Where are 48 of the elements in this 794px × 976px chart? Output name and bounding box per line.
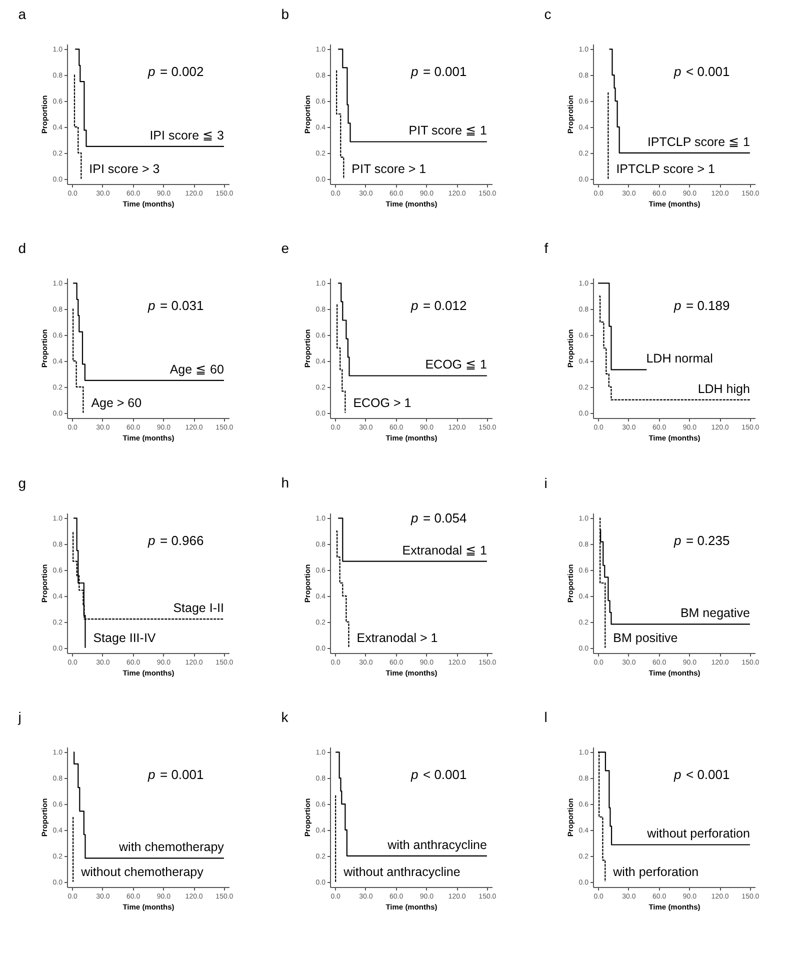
series-label: LDH high bbox=[698, 382, 750, 396]
annotation: p < 0.001 bbox=[673, 64, 730, 79]
series-label: IPTCLP score > 1 bbox=[616, 162, 716, 176]
series-label: IPI score > 3 bbox=[89, 162, 160, 176]
series-label: IPTCLP score ≦ 1 bbox=[647, 134, 750, 149]
series-label: Stage I-II bbox=[173, 601, 224, 616]
series-label: with chemotherapy bbox=[118, 840, 225, 854]
chart-title: l bbox=[544, 709, 548, 725]
annotation: p = 0.235 bbox=[673, 533, 730, 548]
series-label: Extranodal > 1 bbox=[356, 631, 438, 645]
chart-title: b bbox=[281, 6, 290, 22]
series-label: Age > 60 bbox=[91, 396, 142, 410]
series-label: Age ≦ 60 bbox=[170, 362, 224, 376]
series-label: Stage III-IV bbox=[93, 631, 156, 645]
chart-title: k bbox=[281, 709, 290, 725]
chart-title: e bbox=[281, 240, 290, 256]
series-label: ECOG ≦ 1 bbox=[425, 358, 487, 372]
series-label: LDH normal bbox=[646, 352, 713, 366]
series-label: BM negative bbox=[680, 606, 750, 620]
chart-title: c bbox=[544, 6, 552, 22]
series-label: BM positive bbox=[613, 631, 678, 645]
series-label: with perforation bbox=[612, 865, 699, 879]
annotation: p = 0.001 bbox=[410, 64, 467, 79]
chart-title: j bbox=[17, 709, 22, 725]
annotation: p < 0.001 bbox=[673, 767, 730, 782]
chart-title: g bbox=[18, 475, 26, 491]
series-label: without chemotherapy bbox=[80, 865, 204, 879]
series-label: PIT score ≦ 1 bbox=[408, 124, 487, 138]
series-label: PIT score > 1 bbox=[352, 162, 426, 176]
annotation: p = 0.966 bbox=[147, 533, 204, 548]
chart-title: h bbox=[281, 474, 290, 491]
series-label: without perforation bbox=[646, 826, 750, 841]
chart-title: f bbox=[544, 240, 548, 256]
annotation: p = 0.054 bbox=[410, 510, 467, 526]
chart-title: i bbox=[544, 475, 548, 491]
chart-title: d bbox=[18, 240, 26, 256]
annotation: p = 0.012 bbox=[410, 298, 467, 313]
annotation: p = 0.031 bbox=[147, 298, 204, 313]
chart-title: a bbox=[18, 6, 26, 22]
series-label: IPI score ≦ 3 bbox=[150, 128, 224, 142]
series-label: Extranodal ≦ 1 bbox=[402, 543, 487, 558]
series-label: ECOG > 1 bbox=[353, 396, 412, 410]
annotation: p = 0.001 bbox=[147, 767, 204, 782]
series-label: without anthracycline bbox=[342, 865, 460, 879]
series-label: with anthracycline bbox=[386, 838, 487, 852]
annotation: p = 0.002 bbox=[147, 64, 204, 79]
annotation: p = 0.189 bbox=[673, 298, 730, 313]
annotation: p < 0.001 bbox=[410, 767, 467, 782]
